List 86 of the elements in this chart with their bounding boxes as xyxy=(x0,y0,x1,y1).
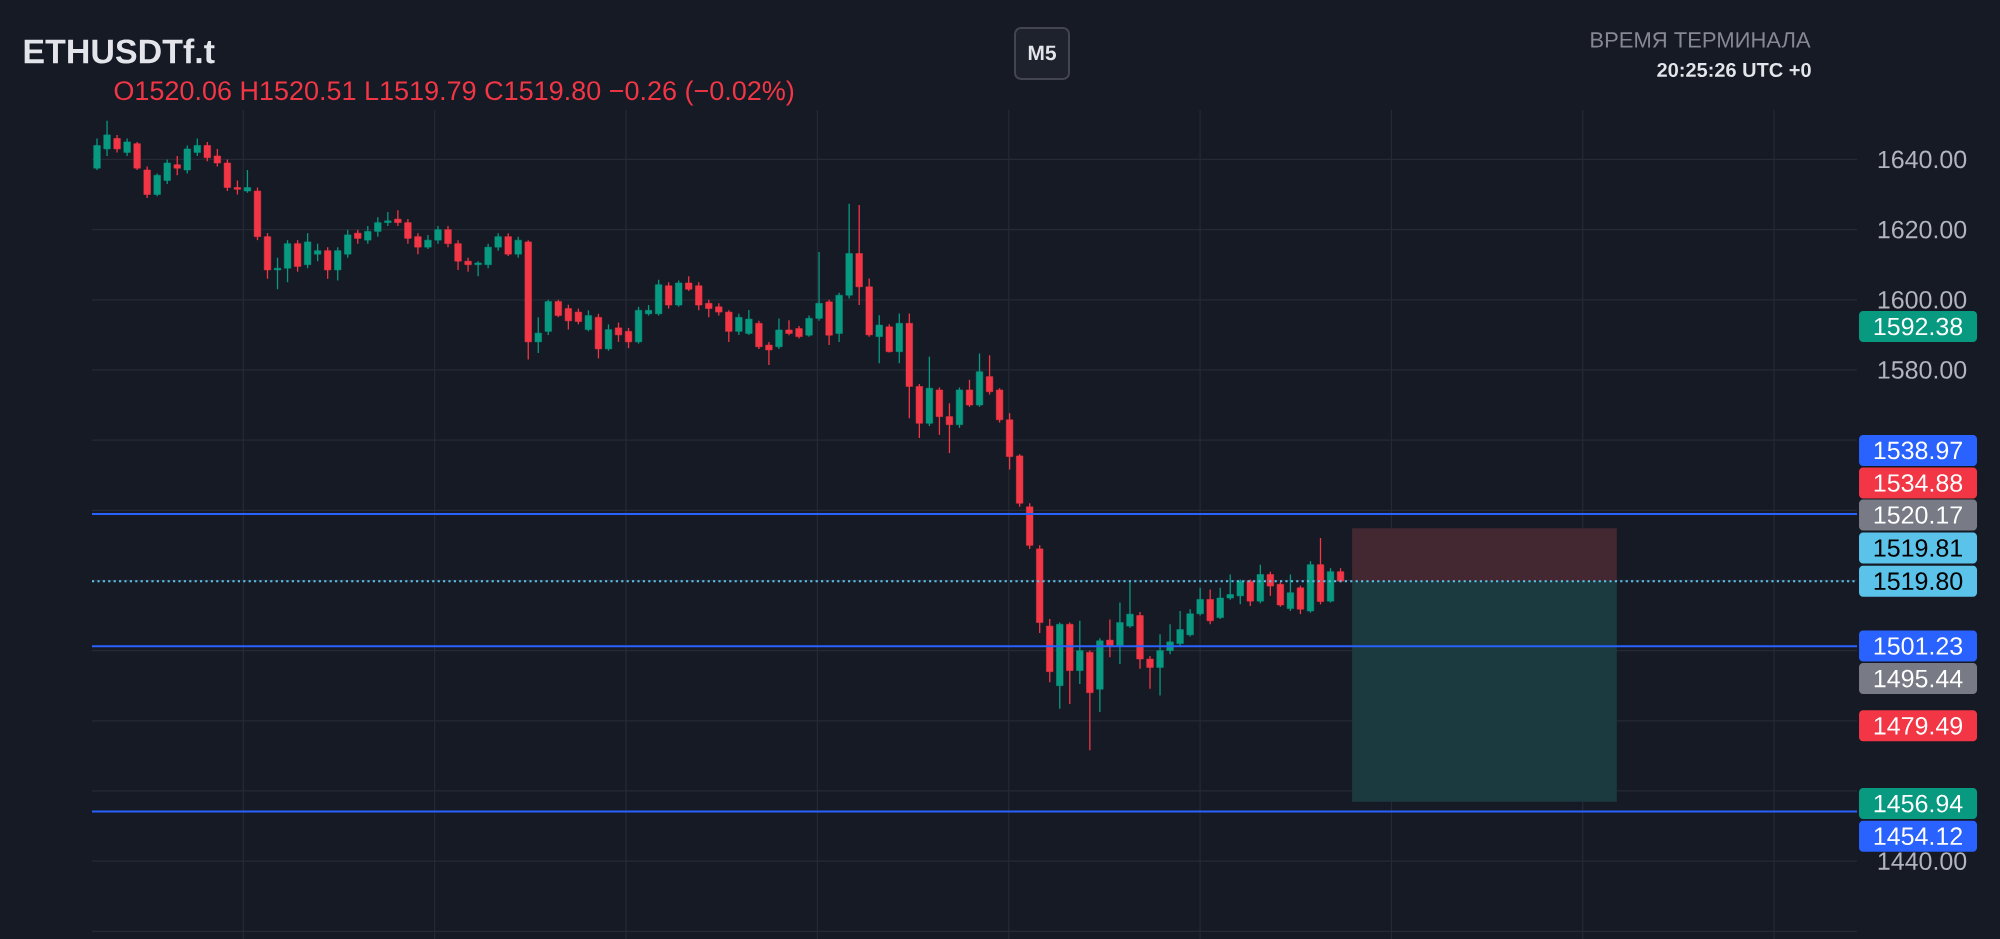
candlestick xyxy=(815,251,823,322)
text: 1519.81 xyxy=(1874,539,1962,557)
candlestick xyxy=(1216,587,1224,620)
text: O1520.06 H1520.51 L1519.79 C1519.80 −0.26 (−0.02%) xyxy=(114,80,794,106)
candlestick xyxy=(1296,585,1304,615)
candlestick xyxy=(675,279,683,308)
candlestick xyxy=(875,314,883,364)
y-tick-label: 1580.00 xyxy=(1878,361,1967,379)
candlestick xyxy=(504,232,512,257)
candlestick xyxy=(604,323,613,352)
candlestick xyxy=(986,354,994,396)
candlestick xyxy=(163,158,171,185)
candlestick xyxy=(755,320,763,350)
candlestick xyxy=(484,243,492,269)
ref-line-label: 1454.12 xyxy=(1874,827,1962,846)
candlestick xyxy=(514,235,522,259)
candlestick xyxy=(1276,581,1284,608)
candlestick xyxy=(945,402,953,454)
candlestick xyxy=(203,141,211,162)
candlestick xyxy=(1286,573,1294,612)
candlestick xyxy=(624,327,633,349)
candlestick xyxy=(765,341,773,366)
candlestick xyxy=(775,317,783,350)
text: 1495.44 xyxy=(1874,669,1963,688)
candlestick xyxy=(474,260,482,277)
candlestick xyxy=(1126,581,1134,629)
candlestick xyxy=(1196,587,1204,617)
candlestick xyxy=(324,246,332,280)
text: M5 xyxy=(1028,45,1057,61)
candlestick xyxy=(444,225,452,248)
candlestick xyxy=(1236,578,1244,605)
text: 1456.94 xyxy=(1874,794,1963,813)
candlestick xyxy=(243,169,251,194)
candlestick xyxy=(785,319,793,336)
candlestick xyxy=(414,232,422,255)
candlestick xyxy=(1226,573,1234,601)
text: 20:25:26 UTC +0 xyxy=(1657,62,1811,78)
candlestick xyxy=(1116,601,1124,665)
text: 1520.17 xyxy=(1874,506,1962,524)
text: 1534.88 xyxy=(1874,474,1963,492)
candlestick xyxy=(745,309,753,336)
candlestick xyxy=(374,216,382,238)
ref-line-label: 1538.97 xyxy=(1874,441,1962,460)
y-tick-label: 1600.00 xyxy=(1878,290,1967,309)
y-tick-label: 1640.00 xyxy=(1878,150,1967,169)
text: 1479.49 xyxy=(1874,716,1963,735)
text: ВРЕМЯ ТЕРМИНАЛА xyxy=(1591,32,1811,48)
candlestick xyxy=(534,316,542,354)
candlestick xyxy=(1156,633,1164,697)
candlestick xyxy=(464,257,472,273)
candlestick xyxy=(103,120,111,157)
candlestick xyxy=(1146,655,1154,690)
candlestick xyxy=(294,239,302,273)
candlestick xyxy=(564,304,572,331)
candlestick xyxy=(1176,610,1184,648)
candlestick xyxy=(1246,578,1254,607)
candlestick xyxy=(153,172,161,197)
candlestick xyxy=(394,209,402,227)
text: 1592.38 xyxy=(1874,317,1963,336)
candlestick xyxy=(614,321,623,343)
candlestick xyxy=(344,228,352,259)
ref-line-label: 1501.23 xyxy=(1874,637,1963,655)
candlestick xyxy=(1186,608,1194,638)
candlestick xyxy=(334,246,342,282)
candlestick xyxy=(304,232,312,269)
candlestick xyxy=(454,239,462,271)
candlestick xyxy=(665,281,673,310)
candlestick xyxy=(273,257,282,290)
chart-title: ETHUSDTf.t xyxy=(24,38,215,64)
candlestick xyxy=(584,309,592,333)
y-tick-label: 1620.00 xyxy=(1878,220,1967,239)
candlestick xyxy=(173,155,181,176)
candlestick xyxy=(1106,618,1114,658)
candlestick xyxy=(183,144,191,175)
candlestick xyxy=(695,281,703,311)
candlestick xyxy=(965,379,974,408)
candlestick xyxy=(1266,571,1274,597)
candlestick xyxy=(735,313,743,336)
candlestick xyxy=(1076,620,1084,685)
candlestick xyxy=(1206,588,1214,625)
ref-line-label: 1519.80 xyxy=(1874,572,1963,591)
candlestick xyxy=(93,137,101,171)
candlestick xyxy=(404,218,412,245)
candlestick xyxy=(725,309,733,343)
y-tick-label: 1440.00 xyxy=(1878,852,1967,870)
candlestick xyxy=(805,314,813,338)
